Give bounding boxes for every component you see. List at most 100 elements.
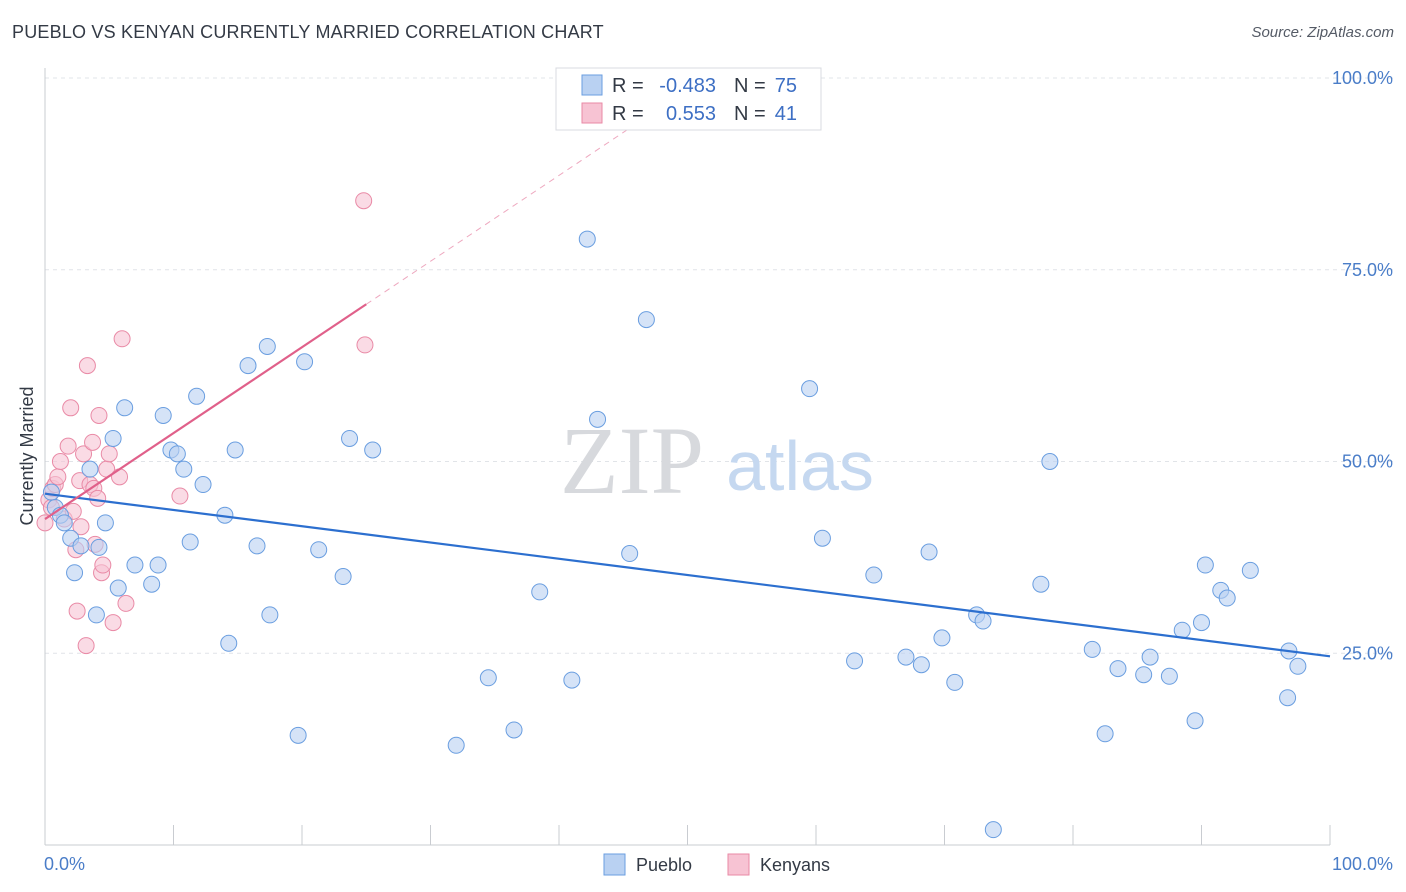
pueblo-point xyxy=(1135,666,1153,684)
pueblo-point xyxy=(261,606,279,624)
pueblo-point xyxy=(296,353,314,371)
chart-title: PUEBLO VS KENYAN CURRENTLY MARRIED CORRE… xyxy=(12,22,604,42)
pueblo-trend-line xyxy=(44,492,1331,658)
y-tick-labels: 25.0% 50.0% 75.0% 100.0% xyxy=(1332,68,1393,663)
kenyans-point xyxy=(356,336,374,354)
legend-r-label-1: R = xyxy=(612,75,644,97)
pueblo-point xyxy=(589,410,607,428)
pueblo-point xyxy=(239,357,257,375)
pueblo-point xyxy=(42,483,60,501)
pueblo-point xyxy=(1241,561,1259,579)
kenyans-point xyxy=(84,433,102,451)
pueblo-point xyxy=(55,514,73,532)
pueblo-point xyxy=(289,726,307,744)
pueblo-point xyxy=(226,441,244,459)
pueblo-point xyxy=(1279,689,1297,707)
bottom-legend-swatch-kenyans xyxy=(727,853,750,876)
source-label: Source: ZipAtlas.com xyxy=(1251,24,1394,41)
pueblo-point xyxy=(1193,614,1210,632)
pueblo-point xyxy=(912,656,930,674)
x-tick-label-min: 0.0% xyxy=(44,854,85,874)
kenyans-point xyxy=(104,614,122,632)
pueblo-point xyxy=(813,529,831,547)
kenyans-point xyxy=(171,487,189,505)
pueblo-point xyxy=(1083,640,1101,658)
watermark-atlas: atlas xyxy=(726,427,874,505)
legend-n-value-1: 75 xyxy=(775,75,797,97)
legend-swatch-pueblo xyxy=(581,74,603,96)
kenyans-point xyxy=(78,357,96,375)
pueblo-point xyxy=(801,380,819,398)
kenyans-point xyxy=(77,637,95,655)
pueblo-point xyxy=(220,634,238,652)
pueblo-point xyxy=(181,533,199,551)
pueblo-point xyxy=(637,311,655,329)
legend-swatch-kenyans xyxy=(581,102,603,124)
bottom-legend-swatch-pueblo xyxy=(603,853,626,876)
trend-lines xyxy=(44,89,1331,658)
correlation-legend: R = -0.483 N = 75 R = 0.553 N = 41 xyxy=(555,67,822,131)
kenyans-points xyxy=(36,192,374,655)
pueblo-point xyxy=(72,537,90,555)
pueblo-point xyxy=(104,429,122,447)
legend-n-label-2: N = xyxy=(734,103,766,125)
pueblo-point xyxy=(447,736,465,754)
kenyans-point xyxy=(62,399,80,417)
kenyans-point xyxy=(94,556,112,574)
pueblo-point xyxy=(90,538,108,556)
pueblo-point xyxy=(341,429,359,447)
kenyans-point xyxy=(100,445,118,463)
y-axis-title: Currently Married xyxy=(17,386,37,525)
pueblo-point xyxy=(1041,453,1059,470)
pueblo-point xyxy=(1289,657,1307,675)
pueblo-point xyxy=(194,476,212,494)
x-tick-label-max: 100.0% xyxy=(1332,854,1393,874)
pueblo-points xyxy=(42,230,1307,839)
pueblo-point xyxy=(479,669,497,687)
grid-lines xyxy=(45,77,1393,654)
pueblo-point xyxy=(96,514,114,532)
pueblo-point xyxy=(1218,589,1236,607)
kenyans-point xyxy=(36,514,54,532)
pueblo-point xyxy=(933,629,951,647)
pueblo-point xyxy=(175,460,193,478)
pueblo-point xyxy=(364,441,382,459)
kenyans-point xyxy=(90,406,108,424)
legend-n-label-1: N = xyxy=(734,75,766,97)
pueblo-point xyxy=(531,583,549,601)
legend-n-value-2: 41 xyxy=(775,103,797,125)
series-legend: Pueblo Kenyans xyxy=(603,853,830,876)
pueblo-point xyxy=(1160,667,1178,685)
kenyans-point xyxy=(111,468,129,486)
kenyans-point xyxy=(72,518,90,536)
bottom-legend-label-kenyans: Kenyans xyxy=(760,855,830,875)
pueblo-point xyxy=(149,556,167,574)
y-tick-label: 75.0% xyxy=(1342,260,1393,280)
pueblo-point xyxy=(563,671,581,689)
pueblo-point xyxy=(897,648,915,666)
y-tick-label: 100.0% xyxy=(1332,68,1393,88)
pueblo-point xyxy=(334,568,352,586)
kenyans-point xyxy=(49,468,67,486)
pueblo-point xyxy=(1186,712,1204,730)
pueblo-point xyxy=(1141,648,1159,666)
pueblo-point xyxy=(578,230,596,248)
pueblo-point xyxy=(143,575,161,593)
pueblo-point xyxy=(116,399,134,417)
kenyans-point xyxy=(355,192,373,210)
pueblo-point xyxy=(1096,725,1114,743)
axes xyxy=(44,68,1331,846)
pueblo-point xyxy=(505,721,523,739)
y-tick-label: 25.0% xyxy=(1342,643,1393,663)
pueblo-point xyxy=(258,337,276,355)
pueblo-point xyxy=(188,387,206,405)
pueblo-point xyxy=(154,406,172,424)
pueblo-point xyxy=(126,556,144,574)
pueblo-point xyxy=(1032,575,1050,593)
pueblo-point xyxy=(248,537,266,555)
kenyans-point xyxy=(89,489,107,507)
kenyans-trend-line xyxy=(44,303,367,520)
pueblo-point xyxy=(168,445,186,463)
pueblo-point xyxy=(984,821,1002,839)
pueblo-point xyxy=(66,564,84,582)
